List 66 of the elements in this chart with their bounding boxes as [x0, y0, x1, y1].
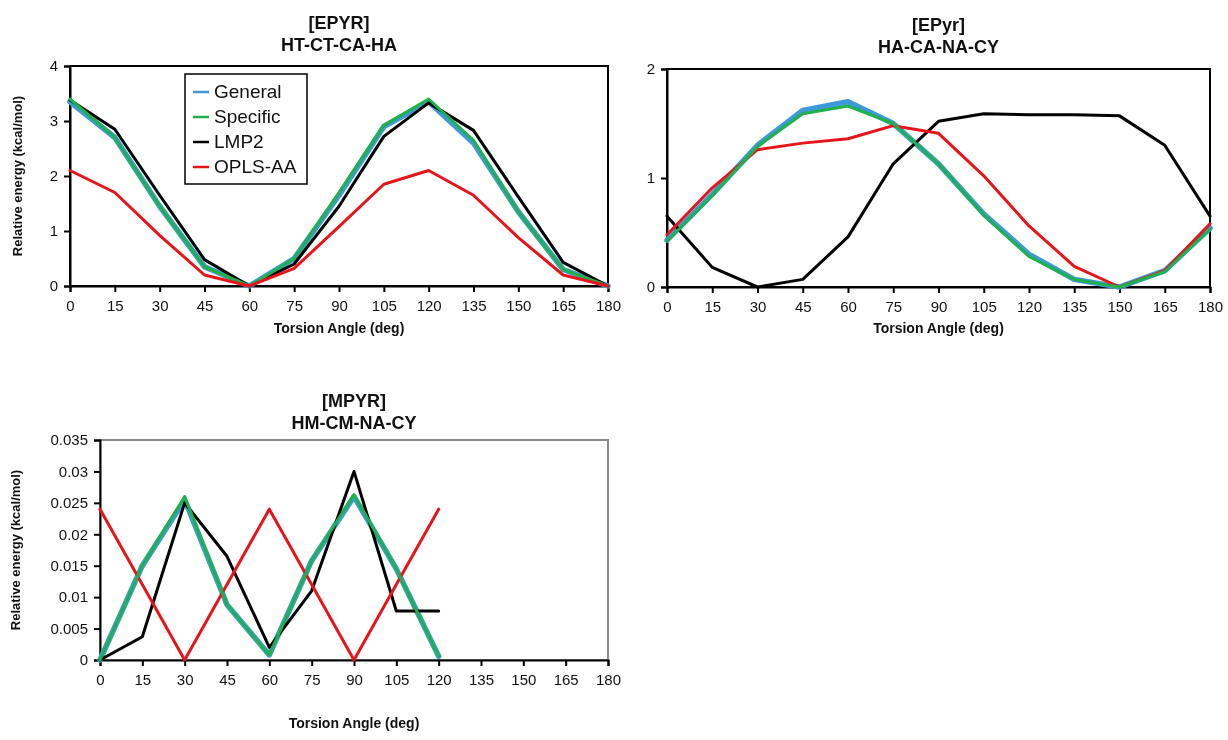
y-tick-label: 3 [49, 112, 58, 130]
y-tick-label: 0 [646, 278, 655, 296]
x-tick-label: 30 [749, 297, 767, 315]
x-axis-title: Torsion Angle (deg) [288, 715, 420, 731]
y-tick-label: 0.025 [50, 494, 88, 512]
x-tick-label: 180 [595, 296, 622, 314]
x-tick-label: 30 [151, 296, 169, 314]
x-tick-label: 75 [303, 670, 321, 688]
legend-label: Specific [214, 106, 281, 127]
x-tick-label: 0 [663, 297, 672, 315]
x-tick-label: 120 [416, 296, 442, 314]
x-tick-label: 105 [371, 296, 397, 314]
x-tick-label: 150 [1107, 297, 1133, 315]
y-axis-title: Relative energy (kcal/mol) [8, 469, 23, 631]
legend-label: LMP2 [214, 131, 264, 152]
x-tick-label: 120 [1016, 297, 1043, 315]
x-tick-label: 0 [96, 670, 105, 688]
x-tick-label: 60 [261, 670, 279, 688]
x-tick-label: 180 [595, 670, 622, 688]
x-axis-title: Torsion Angle (deg) [873, 320, 1004, 336]
x-tick-label: 90 [346, 670, 363, 688]
x-tick-label: 135 [468, 670, 495, 688]
y-tick-label: 2 [646, 60, 655, 78]
x-tick-label: 45 [196, 296, 214, 314]
x-tick-label: 165 [553, 670, 579, 688]
y-tick-label: 2 [49, 167, 58, 185]
x-tick-label: 105 [971, 297, 997, 315]
x-tick-label: 75 [286, 296, 304, 314]
x-tick-label: 165 [1152, 297, 1178, 315]
x-tick-label: 15 [704, 297, 722, 315]
y-tick-label: 0.035 [50, 431, 88, 449]
chart-title: [EPYR] HT-CT-CA-HA [281, 13, 397, 55]
x-tick-label: 150 [511, 670, 537, 688]
y-tick-label: 4 [49, 57, 58, 75]
x-tick-label: 15 [106, 296, 124, 314]
y-tick-label: 0.03 [58, 462, 88, 480]
x-tick-label: 90 [331, 296, 348, 314]
x-tick-label: 150 [506, 296, 532, 314]
x-tick-label: 180 [1197, 297, 1224, 315]
y-axis-title: Relative energy (kcal/mol) [10, 95, 25, 257]
x-tick-label: 30 [176, 670, 194, 688]
y-tick-label: 0.015 [50, 557, 88, 575]
y-tick-label: 0 [79, 651, 88, 669]
x-tick-label: 75 [885, 297, 903, 315]
legend-label: OPLS-AA [214, 156, 297, 177]
x-tick-label: 135 [461, 296, 487, 314]
x-tick-label: 45 [794, 297, 812, 315]
y-tick-label: 0.005 [50, 619, 88, 637]
y-tick-label: 1 [646, 169, 655, 187]
x-tick-label: 15 [134, 670, 152, 688]
x-tick-label: 90 [930, 297, 948, 315]
y-tick-label: 0 [49, 277, 58, 295]
x-tick-label: 165 [551, 296, 577, 314]
chart-title: [EPyr] HA-CA-NA-CY [878, 15, 999, 57]
x-tick-label: 105 [384, 670, 410, 688]
y-tick-label: 0.02 [58, 525, 88, 543]
chart-title: [MPYR] HM-CM-NA-CY [291, 391, 417, 433]
x-axis-title: Torsion Angle (deg) [273, 320, 405, 336]
x-tick-label: 135 [1062, 297, 1088, 315]
y-tick-label: 1 [49, 222, 58, 240]
x-tick-label: 45 [219, 670, 236, 688]
legend-label: General [214, 81, 282, 102]
y-tick-label: 0.01 [58, 588, 88, 606]
x-tick-label: 120 [426, 670, 452, 688]
x-tick-label: 60 [840, 297, 857, 315]
x-tick-label: 60 [241, 296, 259, 314]
